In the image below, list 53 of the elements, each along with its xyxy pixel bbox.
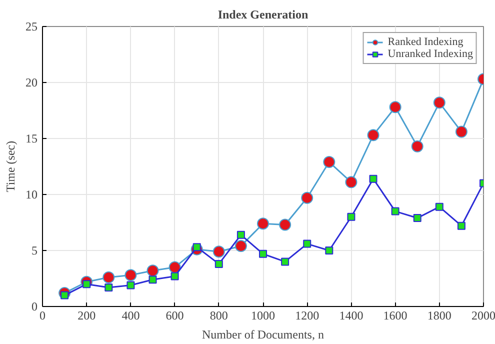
point — [234, 240, 247, 252]
point — [455, 126, 468, 138]
point — [345, 176, 358, 188]
point — [257, 218, 269, 230]
point — [236, 230, 245, 239]
chart-title: Index Generation — [218, 8, 308, 22]
x-tick-label: 200 — [78, 308, 96, 322]
point — [168, 261, 181, 274]
point — [146, 264, 159, 277]
point — [389, 101, 402, 114]
point — [279, 218, 292, 231]
point — [435, 202, 444, 211]
point — [347, 212, 356, 221]
point — [391, 207, 400, 216]
point — [303, 240, 312, 248]
x-tick-label: 1600 — [383, 308, 408, 322]
point — [411, 140, 424, 152]
x-tick-label: 1800 — [427, 308, 452, 322]
x-tick-label: 1000 — [251, 308, 275, 322]
x-tick-label: 2000 — [472, 308, 495, 322]
y-axis-title: Time (sec) — [4, 140, 18, 192]
point — [124, 269, 137, 282]
y-tick-label: 0 — [32, 300, 38, 314]
y-tick-label: 10 — [26, 188, 38, 202]
y-tick-label: 25 — [26, 20, 38, 34]
point — [259, 250, 267, 258]
point — [323, 156, 336, 168]
point — [457, 222, 466, 230]
x-axis-title: Number of Documents, n — [202, 328, 324, 342]
point — [281, 258, 290, 266]
point — [212, 246, 225, 258]
point — [102, 271, 115, 284]
point — [170, 272, 179, 280]
y-tick-label: 15 — [26, 132, 38, 146]
legend-label: Ranked Indexing — [388, 36, 464, 48]
x-tick-label: 800 — [210, 308, 228, 322]
point — [126, 281, 135, 290]
point — [369, 174, 378, 183]
point — [325, 246, 334, 254]
point — [367, 129, 380, 142]
point — [433, 96, 446, 109]
point — [214, 260, 223, 268]
x-tick-label: 1400 — [339, 308, 364, 322]
legend-label: Unranked Indexing — [388, 48, 473, 60]
y-tick-label: 5 — [32, 244, 38, 258]
point — [148, 276, 157, 284]
x-tick-label: 600 — [166, 308, 184, 322]
point — [104, 283, 113, 292]
point — [413, 214, 422, 222]
x-tick-label: 1200 — [295, 308, 320, 322]
y-tick-label: 20 — [26, 76, 38, 90]
point — [301, 192, 314, 204]
x-tick-label: 400 — [122, 308, 140, 322]
